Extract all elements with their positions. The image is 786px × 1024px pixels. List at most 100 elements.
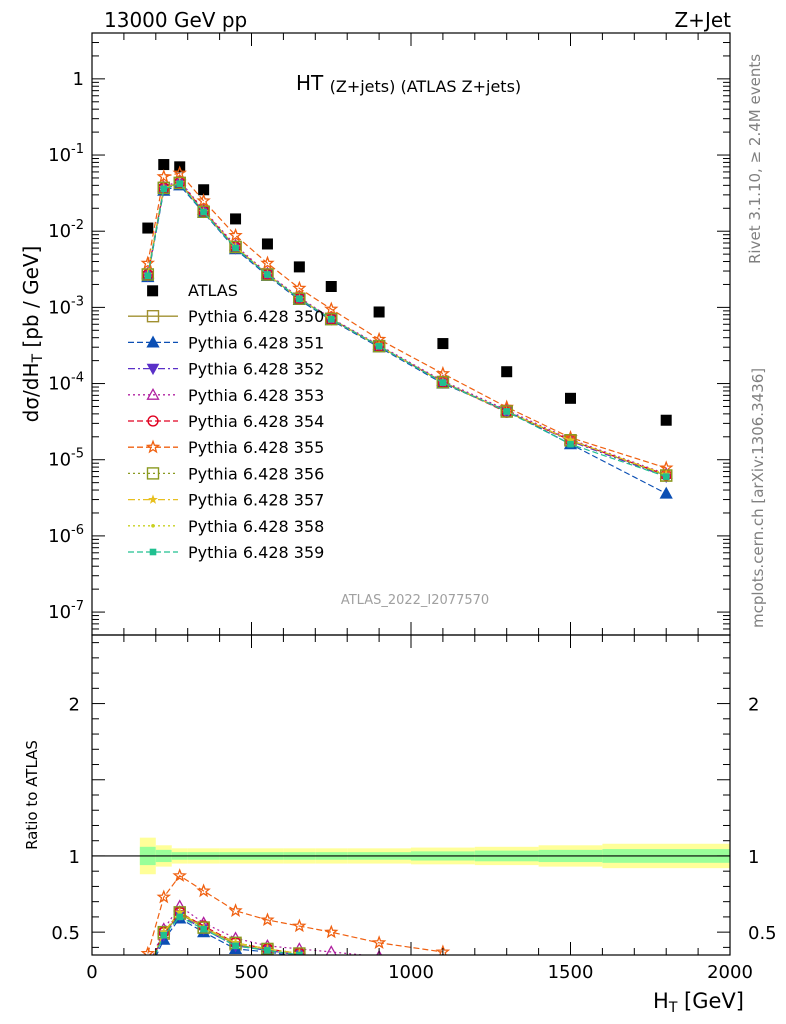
legend-entry: Pythia 6.428 358: [128, 517, 324, 536]
legend-marker: [146, 363, 160, 376]
data-point: [372, 339, 386, 353]
ratio-point: [156, 889, 172, 904]
ratio-point: [176, 913, 184, 921]
ratio-frame: [91, 634, 731, 956]
data-point: [327, 315, 335, 323]
ratio-point: [145, 968, 152, 975]
data-point: [296, 295, 303, 302]
x-tick-label: 1500: [548, 962, 594, 983]
ratio-pythia-6.428-357: [145, 907, 305, 973]
legend-entry: Pythia 6.428 356: [128, 464, 324, 483]
series-pythia-6.428-352: [141, 178, 673, 484]
ratio-y-tick-label: 2: [69, 695, 80, 716]
legend-label: Pythia 6.428 352: [188, 360, 324, 379]
ratio-point: [172, 868, 187, 882]
data-point: [260, 255, 275, 270]
main-y-tick-label: 10-5: [48, 447, 84, 471]
legend-entry: Pythia 6.428 354: [128, 412, 324, 431]
data-point: [173, 176, 186, 190]
process-label: Z+Jet: [674, 8, 731, 32]
data-point: [228, 227, 243, 242]
ratio-pythia-6.428-355: [140, 868, 451, 955]
legend-entry: ATLAS: [188, 281, 238, 300]
ratio-series: [140, 868, 451, 977]
series-pythia-6.428-350: [141, 176, 673, 482]
ratio-panel: 0.5 0.5 1 1 2 2 0 500 1000 1500 2000: [51, 634, 777, 983]
ratio-point: [146, 968, 150, 972]
ratio-point: [264, 947, 271, 954]
x-tick-label: 2000: [707, 962, 753, 983]
main-series: [140, 159, 674, 499]
x-tick-label: 1000: [388, 962, 434, 983]
data-point: [229, 240, 242, 254]
legend-marker: [145, 439, 161, 454]
ratio-line: [153, 911, 300, 955]
ratio-point: [145, 967, 151, 973]
ratio-point: [200, 925, 207, 933]
ratio-y-axis-label: Ratio to ATLAS: [23, 740, 41, 850]
data-point: [567, 440, 574, 448]
ratio-line: [147, 874, 443, 954]
ratio-y-tick-label-right: 2: [748, 695, 759, 716]
ratio-point: [142, 965, 153, 976]
ratio-point: [140, 945, 156, 955]
legend-marker: [151, 524, 155, 528]
main-y-tick-label: 10-3: [48, 294, 84, 318]
legend-entry: Pythia 6.428 353: [128, 386, 324, 405]
data-point: [325, 312, 338, 326]
legend-entry: Pythia 6.428 350: [128, 307, 324, 326]
main-y-tick-label: 10-4: [48, 371, 84, 395]
analysis-reference-label: ATLAS_2022_I2077570: [341, 593, 489, 608]
x-axis-label: HT [GeV]: [653, 989, 744, 1016]
legend-entry: Pythia 6.428 359: [128, 543, 324, 562]
data-point: [176, 180, 184, 188]
legend-entry: Pythia 6.428 351: [128, 333, 324, 352]
data-point: [662, 473, 670, 480]
data-point: [501, 366, 513, 378]
series-pythia-6.428-357: [142, 177, 672, 479]
ratio-point: [228, 903, 243, 918]
ratio-y-ticks: 0.5 0.5 1 1 2 2 0 500 1000 1500 2000: [51, 635, 777, 983]
series-pythia-6.428-354: [142, 176, 672, 481]
plot-title: HT (Z+jets) (ATLAS Z+jets): [296, 71, 521, 96]
ratio-y-tick-label: 1: [69, 847, 80, 868]
data-point: [157, 181, 170, 195]
series-pythia-6.428-359: [144, 180, 670, 480]
legend-marker: [149, 548, 157, 556]
ratio-point: [142, 963, 153, 973]
series-line: [147, 172, 667, 469]
data-point: [141, 268, 155, 281]
data-point: [293, 292, 306, 305]
legend-label: Pythia 6.428 350: [188, 307, 324, 326]
data-point: [324, 301, 339, 316]
legend-marker: [148, 494, 158, 504]
legend-marker: [147, 415, 159, 427]
ratio-point: [142, 967, 153, 977]
ratio-line: [153, 911, 300, 955]
series-pythia-6.428-358: [146, 181, 668, 477]
ratio-point: [292, 918, 307, 933]
data-point: [147, 285, 159, 297]
data-point: [261, 268, 274, 281]
main-y-ticks: 1 10-1 10-2 10-3 10-4 10-5 10-6 10-7: [48, 32, 731, 636]
ratio-pythia-6.428-359: [145, 913, 303, 975]
data-point: [325, 280, 337, 292]
main-y-tick-label: 10-2: [48, 218, 84, 242]
legend-entry: Pythia 6.428 357: [128, 491, 324, 510]
data-point: [196, 193, 211, 208]
data-point: [200, 208, 207, 216]
data-point: [435, 365, 451, 380]
data-point: [261, 238, 273, 250]
x-tick-label: 0: [86, 962, 97, 983]
plot-title-sub: (Z+jets) (ATLAS Z+jets): [330, 77, 522, 96]
ratio-point: [293, 947, 306, 955]
data-point: [198, 184, 210, 196]
data-point: [436, 376, 450, 389]
ratio-line: [153, 911, 300, 955]
main-y-tick-label: 10-6: [48, 523, 84, 547]
ratio-point: [260, 912, 275, 927]
ratio-point: [197, 921, 210, 934]
legend-entry: Pythia 6.428 355: [128, 438, 324, 457]
legend-label: ATLAS: [188, 281, 238, 300]
mcplots-reference-label: mcplots.cern.ch [arXiv:1306.3436]: [749, 368, 767, 628]
